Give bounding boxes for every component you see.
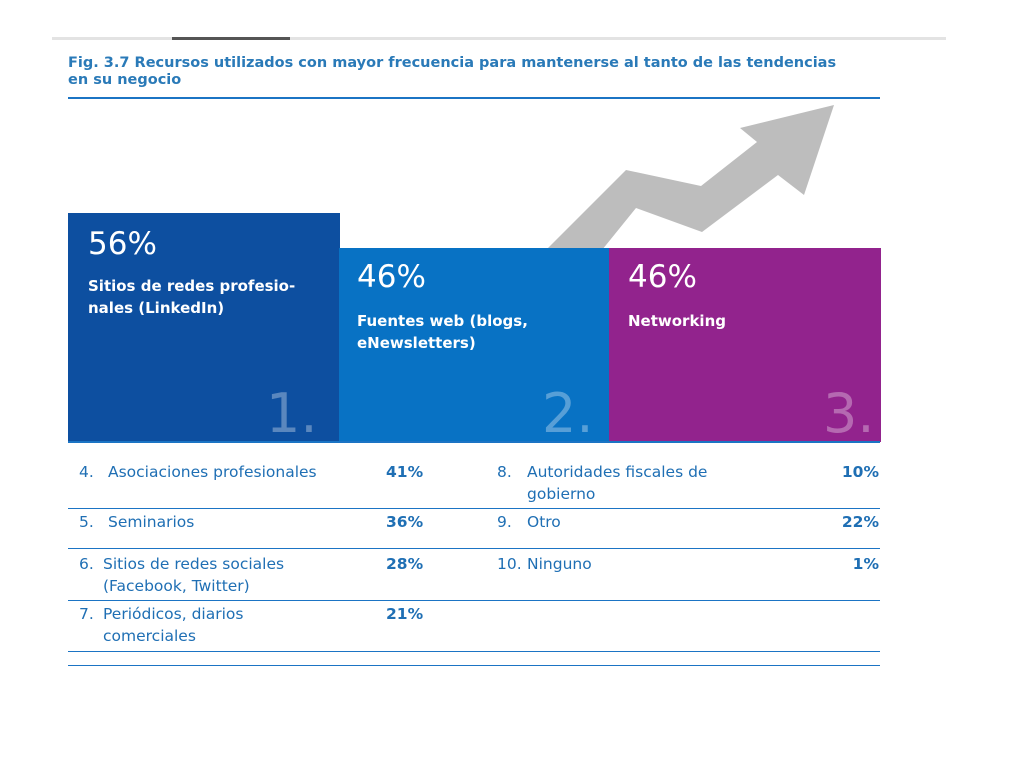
block-1-label: Sitios de redes profesio-nales (LinkedIn… (88, 277, 296, 317)
list-item-5-value: 36% (386, 513, 424, 531)
list-item-9-value: 22% (841, 513, 879, 531)
list-item-6-label: Sitios de redes sociales (Facebook, Twitt… (103, 555, 285, 595)
top-resource-block-1: 56% Sitios de redes profesio-nales (Link… (68, 213, 340, 442)
block-2-percent: 46% (357, 259, 426, 295)
title-rule (68, 97, 880, 99)
list-item-4-label: Asociaciones profesionales (108, 463, 317, 481)
block-3-percent: 46% (628, 259, 697, 295)
top-resource-block-2: 46% Fuentes web (blogs, eNewsletters) 2. (339, 248, 610, 442)
block-3-label: Networking (628, 312, 726, 330)
list-item-8-label: Autoridades fiscales de gobierno (527, 463, 708, 503)
list-item-4-number: 4. (79, 463, 94, 481)
list-item-4-value: 41% (386, 463, 424, 481)
block-1-rank: 1. (266, 382, 318, 442)
list-item-9-label: Otro (527, 513, 561, 531)
list-item-10-number: 10. (497, 555, 522, 573)
list-item-7-value: 21% (386, 605, 424, 623)
list-item-7-label: Periódicos, diarios comerciales (103, 605, 244, 645)
row-divider (68, 600, 880, 601)
list-item-6-value: 28% (386, 555, 424, 573)
block-2-label: Fuentes web (blogs, eNewsletters) (357, 312, 528, 352)
trend-arrow-shape (546, 105, 834, 250)
block-2-rank: 2. (542, 382, 594, 442)
list-item-10-label: Ninguno (527, 555, 592, 573)
row-divider (68, 651, 880, 652)
list-item-10-value: 1% (852, 555, 879, 573)
list-item-8-number: 8. (497, 463, 512, 481)
row-divider (68, 665, 880, 666)
list-item-6-number: 6. (79, 555, 94, 573)
list-top-rule (68, 441, 880, 443)
block-3-rank: 3. (823, 382, 875, 442)
figure-title: Fig. 3.7 Recursos utilizados con mayor f… (68, 55, 837, 88)
top-gray-bar (52, 37, 946, 40)
list-item-8-value: 10% (841, 463, 879, 481)
top-resource-block-3: 46% Networking 3. (609, 248, 881, 442)
row-divider (68, 548, 880, 549)
block-1-percent: 56% (88, 226, 157, 262)
row-divider (68, 508, 880, 509)
list-item-5-number: 5. (79, 513, 94, 531)
list-item-5-label: Seminarios (108, 513, 195, 531)
list-item-7-number: 7. (79, 605, 94, 623)
top-dark-tab (172, 37, 290, 40)
list-item-9-number: 9. (497, 513, 512, 531)
